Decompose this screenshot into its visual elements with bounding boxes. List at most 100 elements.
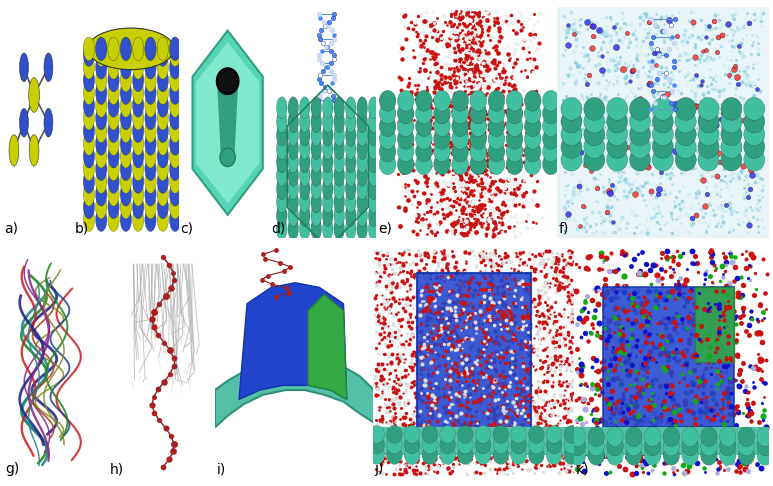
Circle shape (561, 123, 582, 146)
Circle shape (470, 103, 487, 124)
Circle shape (475, 436, 491, 454)
Circle shape (397, 141, 414, 162)
Circle shape (584, 123, 604, 146)
Circle shape (277, 97, 287, 119)
Circle shape (720, 436, 736, 456)
Circle shape (108, 208, 119, 231)
Polygon shape (308, 295, 347, 399)
Circle shape (157, 157, 169, 181)
Polygon shape (217, 81, 238, 157)
Circle shape (132, 157, 144, 181)
Circle shape (96, 106, 107, 130)
Circle shape (322, 124, 333, 146)
Circle shape (83, 182, 94, 206)
Circle shape (488, 103, 505, 124)
Circle shape (120, 208, 131, 231)
Circle shape (157, 55, 169, 79)
Circle shape (506, 154, 523, 174)
Circle shape (369, 425, 384, 443)
Circle shape (288, 191, 298, 213)
Circle shape (607, 446, 623, 465)
Circle shape (440, 425, 455, 443)
Polygon shape (695, 287, 734, 362)
Circle shape (145, 119, 156, 142)
Circle shape (721, 136, 742, 158)
Circle shape (288, 205, 298, 226)
Circle shape (416, 141, 432, 162)
Circle shape (440, 447, 455, 464)
Circle shape (120, 37, 131, 61)
Ellipse shape (88, 28, 174, 69)
Circle shape (493, 436, 509, 454)
Circle shape (299, 138, 310, 159)
Circle shape (720, 446, 736, 465)
Circle shape (96, 170, 107, 193)
Circle shape (564, 425, 580, 443)
Circle shape (744, 148, 764, 171)
Circle shape (547, 425, 562, 443)
Circle shape (288, 218, 298, 240)
Circle shape (529, 425, 544, 443)
Text: f): f) (559, 222, 569, 236)
Circle shape (744, 110, 764, 133)
Circle shape (629, 98, 651, 120)
Circle shape (299, 124, 310, 146)
Circle shape (357, 164, 367, 186)
Circle shape (652, 148, 673, 171)
Circle shape (108, 94, 119, 117)
Circle shape (157, 170, 169, 193)
Circle shape (44, 108, 53, 137)
Circle shape (334, 111, 345, 133)
Circle shape (120, 182, 131, 206)
Circle shape (422, 436, 438, 454)
Circle shape (288, 178, 298, 200)
Circle shape (346, 164, 356, 186)
Circle shape (757, 427, 773, 447)
Circle shape (645, 427, 661, 447)
Circle shape (120, 55, 131, 79)
Circle shape (311, 218, 322, 240)
Circle shape (83, 94, 94, 117)
Circle shape (529, 436, 544, 454)
Circle shape (458, 436, 473, 454)
Circle shape (488, 154, 505, 174)
Text: k): k) (576, 462, 589, 476)
Circle shape (675, 123, 696, 146)
Circle shape (625, 446, 642, 465)
Circle shape (543, 90, 559, 111)
Circle shape (434, 103, 451, 124)
Circle shape (700, 427, 717, 447)
Circle shape (277, 178, 287, 200)
Circle shape (416, 116, 432, 137)
Polygon shape (603, 287, 734, 427)
Circle shape (440, 436, 455, 454)
Circle shape (311, 178, 322, 200)
Circle shape (397, 103, 414, 124)
Circle shape (434, 90, 451, 111)
Circle shape (488, 116, 505, 137)
Circle shape (380, 90, 396, 111)
Circle shape (108, 182, 119, 206)
Circle shape (334, 124, 345, 146)
Circle shape (132, 144, 144, 168)
Circle shape (698, 98, 719, 120)
Circle shape (334, 97, 345, 119)
Circle shape (369, 178, 379, 200)
Circle shape (475, 425, 491, 443)
Circle shape (506, 116, 523, 137)
Circle shape (169, 94, 181, 117)
Circle shape (132, 68, 144, 92)
Polygon shape (373, 427, 576, 455)
Circle shape (108, 119, 119, 142)
Circle shape (322, 164, 333, 186)
Circle shape (120, 157, 131, 181)
Circle shape (652, 98, 673, 120)
Circle shape (493, 447, 509, 464)
Circle shape (132, 37, 144, 61)
Circle shape (157, 94, 169, 117)
Circle shape (145, 170, 156, 193)
Circle shape (404, 447, 420, 464)
Circle shape (470, 154, 487, 174)
Circle shape (83, 55, 94, 79)
Circle shape (96, 182, 107, 206)
